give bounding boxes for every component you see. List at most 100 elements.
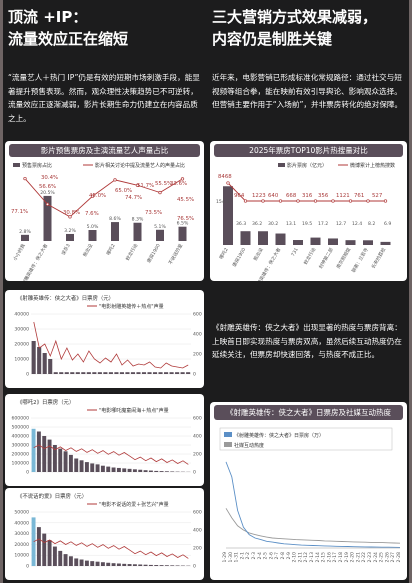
chart6-tick-label: 2-7 — [274, 552, 280, 560]
chart1-line-label: 55.5% — [155, 181, 172, 187]
small-chart-bar — [154, 470, 159, 472]
chart2-point — [278, 199, 283, 203]
chart2-header: 2025年票房TOP10影片热搜量对比 — [214, 144, 403, 157]
chart2-point — [383, 199, 388, 203]
y-tick-label: 40000 — [14, 312, 29, 318]
chart6-tick-label: 2-24 — [373, 552, 379, 563]
small-chart-bar — [79, 559, 84, 566]
chart6-tick-label: 2-2 — [245, 552, 251, 560]
chart1-point — [180, 177, 185, 181]
small-chart-bar — [130, 372, 136, 374]
small-chart-bar — [47, 540, 52, 566]
y2-tick-label: 400 — [193, 528, 202, 534]
small-chart-bar — [127, 468, 132, 472]
small-chart-bar — [42, 436, 47, 472]
legend-label: "电影哪吒魔童闹海＋热点"声量 — [99, 407, 169, 414]
chart6-tick-label: 2-9 — [286, 552, 292, 560]
small-chart-bar — [58, 550, 63, 566]
small-chart-bar — [138, 564, 143, 566]
chart2-tick-label: 封神第二部 — [317, 246, 335, 270]
right-paragraph-2: 《射雕英雄传：侠之大者》出现显著的热度与票房背离：上映首日即实现热度与票房双高，… — [212, 323, 402, 360]
legend-swatch — [224, 442, 232, 447]
small-chart-bar — [159, 565, 164, 566]
chart5-svg: 《不说话的爱》日票房（元）"电影不说话的爱＋张艺兴"声量500004000030… — [14, 492, 202, 570]
chart1-point — [158, 190, 162, 195]
chart2-tick-label: 731 — [290, 247, 300, 258]
y-tick-label: 600000 — [11, 416, 29, 422]
chart1-bar — [156, 229, 164, 241]
chart1-bar — [178, 226, 187, 241]
y2-tick-label: 600 — [193, 416, 202, 422]
small-chart-bar — [159, 471, 164, 472]
chart1-point — [23, 176, 27, 181]
chart1-bar-label: 8.3% — [132, 217, 144, 223]
y2-tick-label: 0 — [193, 564, 196, 570]
small-chart-bar — [31, 341, 36, 374]
chart2-point — [296, 199, 300, 203]
small-chart-bar — [158, 372, 163, 374]
chart2-bar-label: 30.2 — [268, 221, 278, 227]
small-chart-bar — [58, 448, 63, 472]
chart2-point — [331, 199, 335, 203]
small-chart-bar — [63, 554, 68, 566]
chart5-card: 《不说话的爱》日票房（元） "电影不说话的爱＋张艺兴"声量 50000 40000 30… — [5, 488, 204, 580]
chart1-tick-label: 误杀3 — [60, 242, 72, 256]
chart1-line-label: 45.5% — [177, 197, 194, 203]
chart1-tick-label: 唐探1900 — [145, 242, 162, 264]
chart2-line-label: 316 — [302, 193, 313, 199]
y-tick-label: 10000 — [14, 357, 29, 363]
chart6-card: 《射雕英雄传：侠之大者》日票房及社媒互动热度 《射雕英雄传：侠之大者》日票房（万… — [210, 402, 407, 580]
y-tick-label: 20000 — [14, 542, 29, 548]
chart1-bar — [66, 233, 74, 241]
chart2-bar — [240, 231, 251, 245]
chart6-tick-label: 2-5 — [263, 552, 269, 560]
chart2-line-label: 1121 — [336, 193, 350, 199]
small-chart-bar — [186, 372, 191, 374]
chart2-line-label: 8468 — [218, 174, 232, 180]
small-chart-bar — [81, 372, 86, 374]
small-chart-bar — [141, 372, 147, 374]
chart1-bar-label: 6.5% — [177, 221, 189, 227]
chart6-line-heat — [225, 508, 401, 544]
small-chart-bar — [152, 372, 158, 374]
small-chart-bar — [164, 372, 169, 374]
chart2-bar — [275, 233, 286, 245]
chart1-line-label: 65.0% — [115, 188, 132, 194]
chart1-bar-label: 20.5% — [40, 190, 55, 196]
chart6-tick-label: 2-12 — [303, 552, 309, 563]
chart1-line-label: 45.0% — [89, 193, 106, 199]
small-chart-bar — [59, 372, 64, 374]
small-chart-title: 《哪吒2》日票房（元） — [17, 398, 74, 406]
chart1-line-label: 73.5% — [145, 210, 162, 216]
small-chart-bar — [52, 546, 57, 566]
chart2-bar — [310, 237, 321, 245]
small-chart-bar — [95, 561, 100, 566]
chart2-tick-label: 长安的荔枝 — [370, 246, 388, 270]
small-chart-bar — [48, 359, 53, 374]
small-chart-bar — [164, 471, 169, 472]
legend-swatch — [278, 163, 285, 167]
chart2-tick-label: 哪吒2 — [218, 246, 230, 260]
small-chart-bar — [148, 564, 153, 566]
chart1-line-label: 30.8% — [63, 210, 80, 216]
right-title-line2: 内容仍是制胜关键 — [212, 30, 333, 48]
legend-label: "电影射雕英雄传＋热点"声量 — [99, 303, 164, 310]
chart6-tick-label: 2-6 — [268, 552, 274, 560]
chart2-bar-label: 36.3 — [236, 221, 246, 227]
chart6-header: 《射雕英雄传：侠之大者》日票房及社媒互动热度 — [214, 405, 403, 420]
chart1-header: 影片预售票房及主演流量艺人声量占比 — [9, 144, 200, 157]
chart1-svg: 预售票房占比 影片相关讨论中提及流量艺人的声量占比2.8%小小的我20.5%射雕英… — [11, 162, 194, 281]
chart1-tick-label: 小小的我 — [11, 242, 26, 262]
small-chart-bar — [37, 347, 42, 374]
chart2-bar-label: 154.6 — [216, 199, 229, 205]
y2-tick-label: 400 — [193, 332, 202, 338]
small-chart-bar — [92, 372, 97, 374]
chart2-bar — [328, 238, 338, 245]
small-chart-bar — [164, 565, 169, 566]
chart1-bar-label: 3.2% — [64, 228, 76, 234]
y2-tick-label: 0 — [193, 372, 196, 378]
y-tick-label: 200000 — [11, 452, 29, 458]
chart6-tick-label: 2-23 — [367, 552, 373, 563]
chart2-bar-label: 17.2 — [318, 221, 328, 227]
chart6-tick-label: 2-14 — [315, 552, 321, 563]
